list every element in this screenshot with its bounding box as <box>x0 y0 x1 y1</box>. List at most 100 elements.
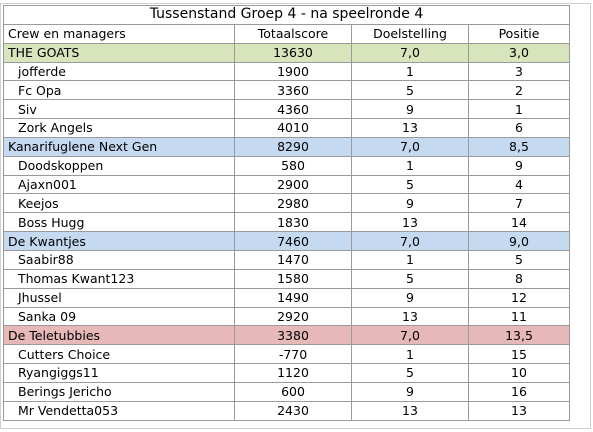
manager-position: 7 <box>468 193 570 214</box>
manager-row: Doodskoppen 580 1 9 <box>3 155 570 176</box>
manager-score: 4010 <box>234 118 352 138</box>
manager-score: 600 <box>234 381 352 402</box>
team-goal: 7,0 <box>351 325 469 346</box>
manager-name: Berings Jericho <box>3 381 235 402</box>
manager-goal: 1 <box>351 249 469 270</box>
manager-score: 580 <box>234 155 352 176</box>
manager-goal: 9 <box>351 381 469 402</box>
manager-row: Mr Vendetta053 2430 13 13 <box>3 400 570 421</box>
team-position: 9,0 <box>468 231 570 251</box>
manager-name: Thomas Kwant123 <box>3 268 235 289</box>
manager-score: 1470 <box>234 249 352 270</box>
manager-goal: 13 <box>351 400 469 421</box>
manager-goal: 1 <box>351 344 469 365</box>
team-name: THE GOATS <box>3 42 235 63</box>
manager-name: Ajaxn001 <box>3 174 235 195</box>
manager-name: Cutters Choice <box>3 344 235 365</box>
manager-position: 2 <box>468 80 570 101</box>
table-title: Tussenstand Groep 4 - na speelronde 4 <box>3 5 570 25</box>
manager-row: Jhussel 1490 9 12 <box>3 287 570 308</box>
team-row: THE GOATS 13630 7,0 3,0 <box>3 42 570 63</box>
manager-score: -770 <box>234 344 352 365</box>
manager-name: Sanka 09 <box>3 306 235 327</box>
manager-row: Berings Jericho 600 9 16 <box>3 381 570 402</box>
manager-goal: 13 <box>351 212 469 233</box>
manager-name: Fc Opa <box>3 80 235 101</box>
manager-name: Siv <box>3 99 235 120</box>
manager-name: Keejos <box>3 193 235 214</box>
manager-goal: 5 <box>351 174 469 195</box>
manager-row: Sanka 09 2920 13 11 <box>3 306 570 327</box>
manager-position: 10 <box>468 363 570 383</box>
manager-goal: 1 <box>351 61 469 82</box>
header-total: Totaalscore <box>234 23 352 44</box>
manager-name: Mr Vendetta053 <box>3 400 235 421</box>
team-row: De Kwantjes 7460 7,0 9,0 <box>3 231 570 251</box>
manager-position: 8 <box>468 268 570 289</box>
manager-row: jofferde 1900 1 3 <box>3 61 570 82</box>
team-position: 13,5 <box>468 325 570 346</box>
manager-row: Cutters Choice -770 1 15 <box>3 344 570 365</box>
team-name: De Kwantjes <box>3 231 235 251</box>
manager-position: 14 <box>468 212 570 233</box>
manager-score: 1900 <box>234 61 352 82</box>
manager-position: 12 <box>468 287 570 308</box>
manager-row: Saabir88 1470 1 5 <box>3 249 570 270</box>
manager-name: Boss Hugg <box>3 212 235 233</box>
manager-position: 4 <box>468 174 570 195</box>
manager-goal: 13 <box>351 306 469 327</box>
manager-row: Fc Opa 3360 5 2 <box>3 80 570 101</box>
manager-goal: 9 <box>351 99 469 120</box>
manager-goal: 5 <box>351 268 469 289</box>
manager-row: Siv 4360 9 1 <box>3 99 570 120</box>
title-row: Tussenstand Groep 4 - na speelronde 4 <box>3 5 570 25</box>
manager-score: 3360 <box>234 80 352 101</box>
manager-name: Jhussel <box>3 287 235 308</box>
team-total: 8290 <box>234 136 352 157</box>
team-total: 3380 <box>234 325 352 346</box>
manager-name: jofferde <box>3 61 235 82</box>
manager-position: 5 <box>468 249 570 270</box>
team-goal: 7,0 <box>351 231 469 251</box>
manager-name: Doodskoppen <box>3 155 235 176</box>
manager-position: 6 <box>468 118 570 138</box>
manager-score: 4360 <box>234 99 352 120</box>
manager-row: Zork Angels 4010 13 6 <box>3 118 570 138</box>
manager-position: 9 <box>468 155 570 176</box>
team-row: Kanarifuglene Next Gen 8290 7,0 8,5 <box>3 136 570 157</box>
manager-score: 2980 <box>234 193 352 214</box>
manager-name: Zork Angels <box>3 118 235 138</box>
manager-goal: 9 <box>351 287 469 308</box>
manager-goal: 13 <box>351 118 469 138</box>
manager-name: Ryangiggs11 <box>3 363 235 383</box>
manager-score: 1580 <box>234 268 352 289</box>
manager-goal: 5 <box>351 80 469 101</box>
header-crew: Crew en managers <box>3 23 235 44</box>
manager-score: 2920 <box>234 306 352 327</box>
manager-goal: 9 <box>351 193 469 214</box>
manager-row: Thomas Kwant123 1580 5 8 <box>3 268 570 289</box>
team-goal: 7,0 <box>351 136 469 157</box>
team-position: 8,5 <box>468 136 570 157</box>
manager-row: Ryangiggs11 1120 5 10 <box>3 363 570 383</box>
team-goal: 7,0 <box>351 42 469 63</box>
manager-row: Boss Hugg 1830 13 14 <box>3 212 570 233</box>
manager-position: 16 <box>468 381 570 402</box>
manager-score: 2430 <box>234 400 352 421</box>
manager-position: 15 <box>468 344 570 365</box>
manager-position: 3 <box>468 61 570 82</box>
manager-goal: 1 <box>351 155 469 176</box>
standings-table: Tussenstand Groep 4 - na speelronde 4 Cr… <box>3 5 570 421</box>
header-goal: Doelstelling <box>351 23 469 44</box>
team-name: De Teletubbies <box>3 325 235 346</box>
manager-row: Keejos 2980 9 7 <box>3 193 570 214</box>
team-position: 3,0 <box>468 42 570 63</box>
manager-score: 2900 <box>234 174 352 195</box>
manager-score: 1830 <box>234 212 352 233</box>
manager-position: 11 <box>468 306 570 327</box>
team-total: 7460 <box>234 231 352 251</box>
header-position: Positie <box>468 23 570 44</box>
manager-goal: 5 <box>351 363 469 383</box>
manager-score: 1490 <box>234 287 352 308</box>
header-row: Crew en managers Totaalscore Doelstellin… <box>3 23 570 44</box>
